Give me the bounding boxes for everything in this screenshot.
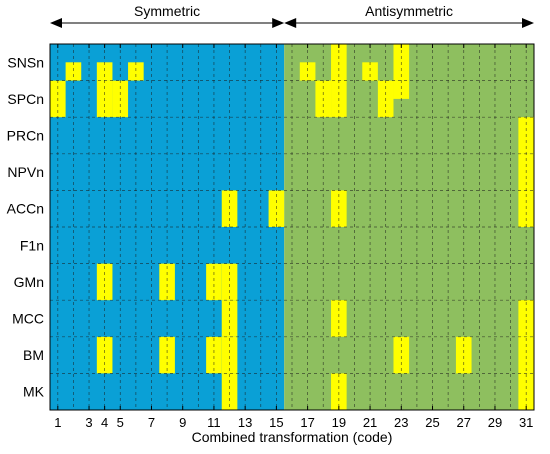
region-arrows: Symmetric Antisymmetric <box>50 3 534 28</box>
x-tick-label-17: 17 <box>300 415 314 430</box>
x-tick-label-1: 1 <box>54 415 61 430</box>
cell-BM-27 <box>455 336 472 374</box>
cell-GMn-4 <box>96 263 113 301</box>
row-label-NPVn: NPVn <box>7 164 44 180</box>
cell-SNSn-21 <box>362 62 378 81</box>
region-label-2: Antisymmetric <box>365 3 453 19</box>
x-tick-label-4: 4 <box>101 415 108 430</box>
x-tick-label-15: 15 <box>269 415 283 430</box>
cell-SNSn-6 <box>128 62 144 81</box>
cell-SNSn-17 <box>299 62 316 81</box>
cell-SNSn-2 <box>65 62 82 81</box>
cell-GMn-11 <box>206 263 222 301</box>
row-labels: SNSn SPCn PRCn NPVn ACCn F1n GMn MCC BM MK <box>7 54 45 399</box>
x-tick-label-29: 29 <box>488 415 502 430</box>
cell-GMn-8 <box>159 263 175 301</box>
cell-BM-11 <box>206 336 222 374</box>
symmetric-arrow-right-head <box>272 18 285 28</box>
x-tick-label-7: 7 <box>148 415 155 430</box>
row-label-MCC: MCC <box>12 311 44 327</box>
cell-BM-12 <box>221 336 238 374</box>
row-label-SPCn: SPCn <box>7 91 44 107</box>
symmetric-arrow-left-head <box>50 18 62 28</box>
cell-GMn-12 <box>221 263 238 301</box>
cell-BM-8 <box>159 336 175 374</box>
cell-SPCn-23 <box>393 80 410 99</box>
cell-MK-19 <box>331 373 347 410</box>
antisymmetric-arrow-right-head <box>522 18 534 28</box>
x-tick-label-9: 9 <box>179 415 186 430</box>
cell-MCC-31 <box>518 300 534 337</box>
x-tick-label-21: 21 <box>363 415 377 430</box>
cell-BM-23 <box>393 336 410 374</box>
row-label-SNSn: SNSn <box>7 54 44 70</box>
x-tick-label-5: 5 <box>117 415 124 430</box>
x-tick-label-25: 25 <box>425 415 439 430</box>
x-axis-ticks: 1 3 4 5 7 9 11 13 15 17 19 21 23 25 27 29 31 <box>54 44 533 430</box>
x-tick-label-31: 31 <box>519 415 533 430</box>
x-tick-label-27: 27 <box>457 415 471 430</box>
x-axis-label: Combined transformation (code) <box>192 429 393 445</box>
x-tick-label-3: 3 <box>85 415 92 430</box>
x-tick-label-19: 19 <box>332 415 346 430</box>
cell-MCC-19 <box>331 300 347 337</box>
cell-BM-4 <box>96 336 113 374</box>
row-label-GMn: GMn <box>14 274 44 290</box>
row-label-MK: MK <box>23 384 45 400</box>
cell-MCC-12 <box>221 300 238 337</box>
row-label-PRCn: PRCn <box>7 128 44 144</box>
x-tick-label-23: 23 <box>394 415 408 430</box>
cell-BM-31 <box>518 336 534 374</box>
cell-SNSn-4 <box>96 62 113 81</box>
plot-frame <box>49 43 535 411</box>
row-label-BM: BM <box>23 347 44 363</box>
row-label-ACCn: ACCn <box>7 201 44 217</box>
x-tick-label-11: 11 <box>207 415 221 430</box>
x-tick-label-13: 13 <box>238 415 252 430</box>
cell-MK-31 <box>518 373 534 410</box>
row-label-F1n: F1n <box>20 237 44 253</box>
antisymmetric-arrow-left-head <box>284 18 297 28</box>
region-label-1: Symmetric <box>134 3 200 19</box>
cell-MK-12 <box>221 373 238 410</box>
grid-lines <box>50 44 534 410</box>
